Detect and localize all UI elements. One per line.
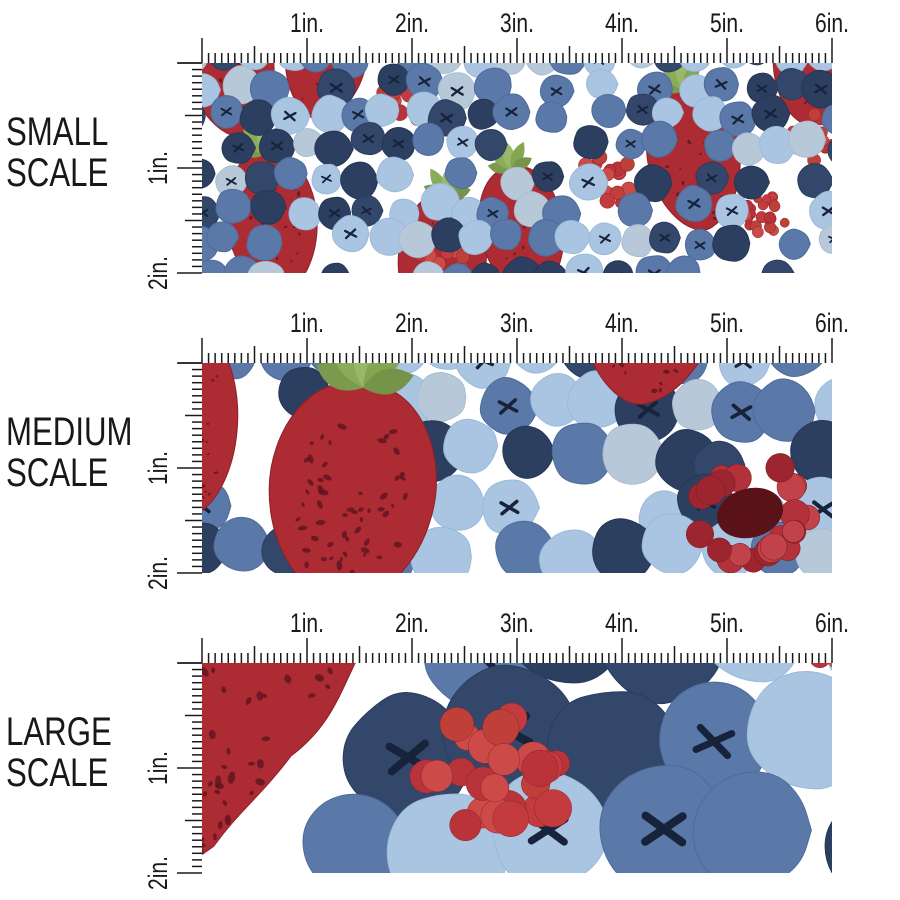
- svg-text:1in.: 1in.: [144, 151, 174, 185]
- svg-text:4in.: 4in.: [605, 309, 639, 339]
- svg-text:1in.: 1in.: [290, 609, 324, 639]
- svg-text:1in.: 1in.: [290, 309, 324, 339]
- svg-text:1in.: 1in.: [144, 451, 174, 485]
- svg-text:2in.: 2in.: [395, 609, 429, 639]
- svg-text:1in.: 1in.: [290, 9, 324, 39]
- svg-text:5in.: 5in.: [710, 309, 744, 339]
- svg-text:1in.: 1in.: [144, 751, 174, 785]
- svg-text:3in.: 3in.: [500, 309, 534, 339]
- svg-text:5in.: 5in.: [710, 609, 744, 639]
- svg-text:2in.: 2in.: [395, 309, 429, 339]
- svg-text:2in.: 2in.: [144, 556, 174, 590]
- svg-text:3in.: 3in.: [500, 609, 534, 639]
- svg-text:6in.: 6in.: [815, 309, 849, 339]
- svg-text:6in.: 6in.: [815, 9, 849, 39]
- svg-text:5in.: 5in.: [710, 9, 744, 39]
- svg-text:4in.: 4in.: [605, 9, 639, 39]
- svg-text:2in.: 2in.: [144, 856, 174, 890]
- svg-text:2in.: 2in.: [395, 9, 429, 39]
- svg-text:4in.: 4in.: [605, 609, 639, 639]
- svg-text:6in.: 6in.: [815, 609, 849, 639]
- svg-text:2in.: 2in.: [144, 256, 174, 290]
- svg-text:3in.: 3in.: [500, 9, 534, 39]
